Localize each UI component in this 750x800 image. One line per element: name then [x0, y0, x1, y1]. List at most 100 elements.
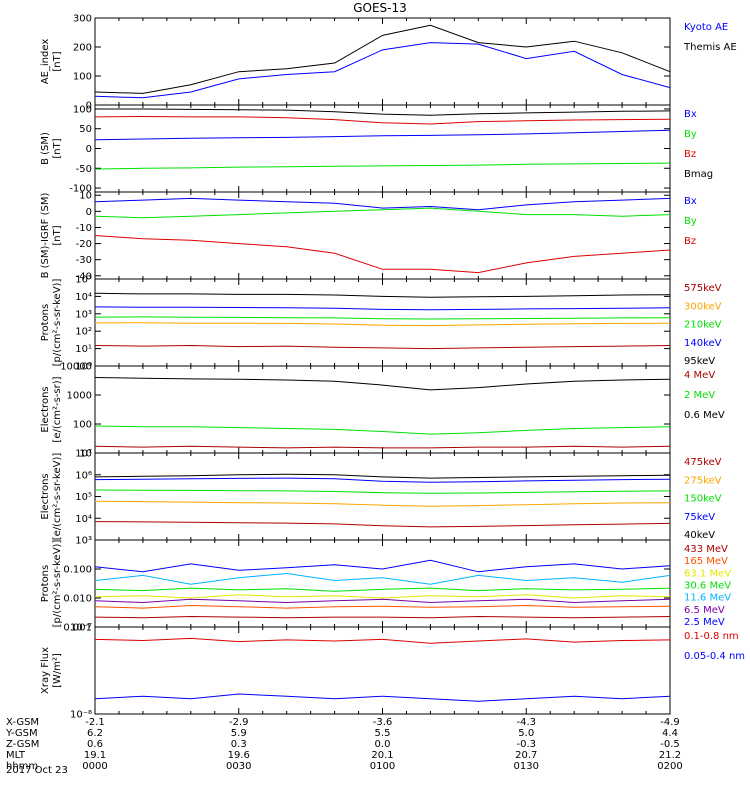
- series-line: [94, 316, 671, 320]
- y-tick-label: 10³: [75, 536, 92, 547]
- y-tick-label: 10⁴: [75, 514, 92, 525]
- legend-entry: 6.5 MeV: [684, 605, 725, 616]
- legend-entry: 210keV: [684, 320, 722, 331]
- series-line: [94, 322, 671, 327]
- orbit-row-label: MLT: [6, 750, 26, 761]
- series-line: [94, 587, 671, 592]
- y-tick-label: 200: [73, 43, 92, 54]
- panel-3: -40 -30 -20 -10 0 10 B (SM)-IGRF (SM)[nT] Bx By B…: [40, 191, 697, 283]
- y-tick-label: 10: [79, 449, 92, 460]
- y-axis-label: Protons[p/(cm²-s-sr-keV)]: [40, 540, 63, 628]
- legend-entry: 2.5 MeV: [684, 617, 725, 628]
- orbit-value: 0.3: [231, 739, 247, 750]
- orbit-value: -4.9: [660, 717, 680, 728]
- orbit-value: -2.1: [85, 717, 105, 728]
- series-line: [94, 559, 671, 573]
- y-tick-label: 0: [86, 101, 92, 112]
- legend-entry: By: [684, 216, 697, 227]
- y-tick-label: -10: [76, 223, 92, 234]
- orbit-value: 19.1: [84, 750, 106, 761]
- y-tick-label: 10¹: [75, 344, 92, 355]
- y-tick-label: 10⁴: [75, 292, 92, 303]
- y-tick-label: 50: [79, 124, 92, 135]
- legend-entry: 75keV: [684, 512, 715, 523]
- series-line: [94, 637, 671, 644]
- series-line: [94, 489, 671, 494]
- series-line: [94, 197, 671, 211]
- y-tick-label: 0: [86, 144, 92, 155]
- y-axis-label: Protons[p/(cm²-s-sr-keV)]: [40, 279, 63, 367]
- series-line: [94, 292, 671, 298]
- orbit-value: 21.2: [659, 750, 681, 761]
- y-tick-label: 10³: [75, 309, 92, 320]
- panel-2: -100 -50 0 50 100 B (SM)[nT] Bx By Bz Bmag: [40, 104, 713, 194]
- legend-entry: 140keV: [684, 338, 722, 349]
- legend-entry: 575keV: [684, 283, 722, 294]
- legend-entry: 0.05-0.4 nm: [684, 651, 745, 662]
- legend-entry: 40keV: [684, 530, 715, 541]
- series-line: [94, 42, 671, 99]
- orbit-row-label: Z-GSM: [6, 739, 39, 750]
- legend-entry: Themis AE: [683, 42, 737, 53]
- y-tick-label: 10⁷: [75, 449, 92, 460]
- orbit-value: 20.7: [515, 750, 537, 761]
- legend-entry: 2 MeV: [684, 390, 715, 401]
- y-tick-label: 0: [86, 207, 92, 218]
- legend-entry: 433 MeV: [684, 544, 728, 555]
- orbit-row-label: X-GSM: [6, 717, 39, 728]
- series-line: [94, 604, 671, 609]
- y-tick-label: -50: [76, 164, 92, 175]
- y-tick-label: 1000: [67, 391, 92, 402]
- orbit-value: -2.9: [229, 717, 249, 728]
- panel-frame: [94, 17, 671, 106]
- series-line: [94, 344, 671, 350]
- panel-4: 10⁰ 10¹ 10² 10³ 10⁴ 10⁵ Protons[p/(cm²-s-sr-ke…: [40, 275, 722, 373]
- y-tick-label: -100: [69, 184, 92, 195]
- series-line: [94, 162, 671, 170]
- orbit-row-label: hhmm: [6, 761, 38, 772]
- legend-entry: 0.6 MeV: [684, 410, 725, 421]
- orbit-value: 0000: [82, 761, 107, 772]
- legend-entry: Bz: [684, 236, 696, 247]
- y-tick-label: 10⁵: [75, 492, 92, 503]
- legend-entry: 475keV: [684, 457, 722, 468]
- date-label: 2017 Oct 23: [6, 765, 68, 776]
- series-line: [95, 108, 671, 116]
- orbit-row-label: Y-GSM: [5, 728, 38, 739]
- legend-entry: 30.6 MeV: [684, 581, 731, 592]
- y-axis-label: Xray Flux[W/m²]: [40, 647, 63, 694]
- legend-entry: By: [684, 129, 697, 140]
- series-line: [94, 477, 671, 483]
- panel-frame: [94, 626, 671, 715]
- series-line: [94, 521, 671, 528]
- series-line: [94, 235, 671, 274]
- y-tick-label: -30: [76, 255, 92, 266]
- y-tick-label: 10⁰: [75, 362, 92, 373]
- panel-frame: [94, 191, 671, 280]
- panel-5: 10 100 1000 10000 Electrons[e/(cm²-s-sr)] 4 M…: [40, 362, 725, 460]
- y-axis-label: AE_index[nT]: [40, 39, 63, 85]
- legend-entry: 95keV: [684, 356, 715, 367]
- series-line: [94, 594, 671, 599]
- y-tick-label: 10⁻⁸: [70, 710, 92, 721]
- series-line: [94, 24, 671, 94]
- orbit-value: 4.4: [662, 728, 678, 739]
- y-tick-label: 100: [73, 72, 92, 83]
- series-line: [94, 693, 671, 702]
- orbit-value: 5.0: [518, 728, 534, 739]
- legend-entry: 300keV: [684, 301, 722, 312]
- orbit-value: 0030: [226, 761, 251, 772]
- orbit-value: 19.6: [228, 750, 250, 761]
- orbit-value: 0200: [657, 761, 682, 772]
- y-tick-label: 10⁻⁷: [70, 623, 92, 634]
- legend-entry: 165 MeV: [684, 556, 728, 567]
- panel-6: 10³ 10⁴ 10⁵ 10⁶ 10⁷ Electrons[e/(cm²-s-sr-keV…: [40, 449, 722, 547]
- y-axis-label: B (SM)[nT]: [40, 132, 63, 165]
- series-line: [94, 129, 671, 141]
- y-tick-label: -20: [76, 239, 92, 250]
- legend-entry: 150keV: [684, 494, 722, 505]
- orbit-value: 0.0: [375, 739, 391, 750]
- y-tick-label: 100: [73, 104, 92, 115]
